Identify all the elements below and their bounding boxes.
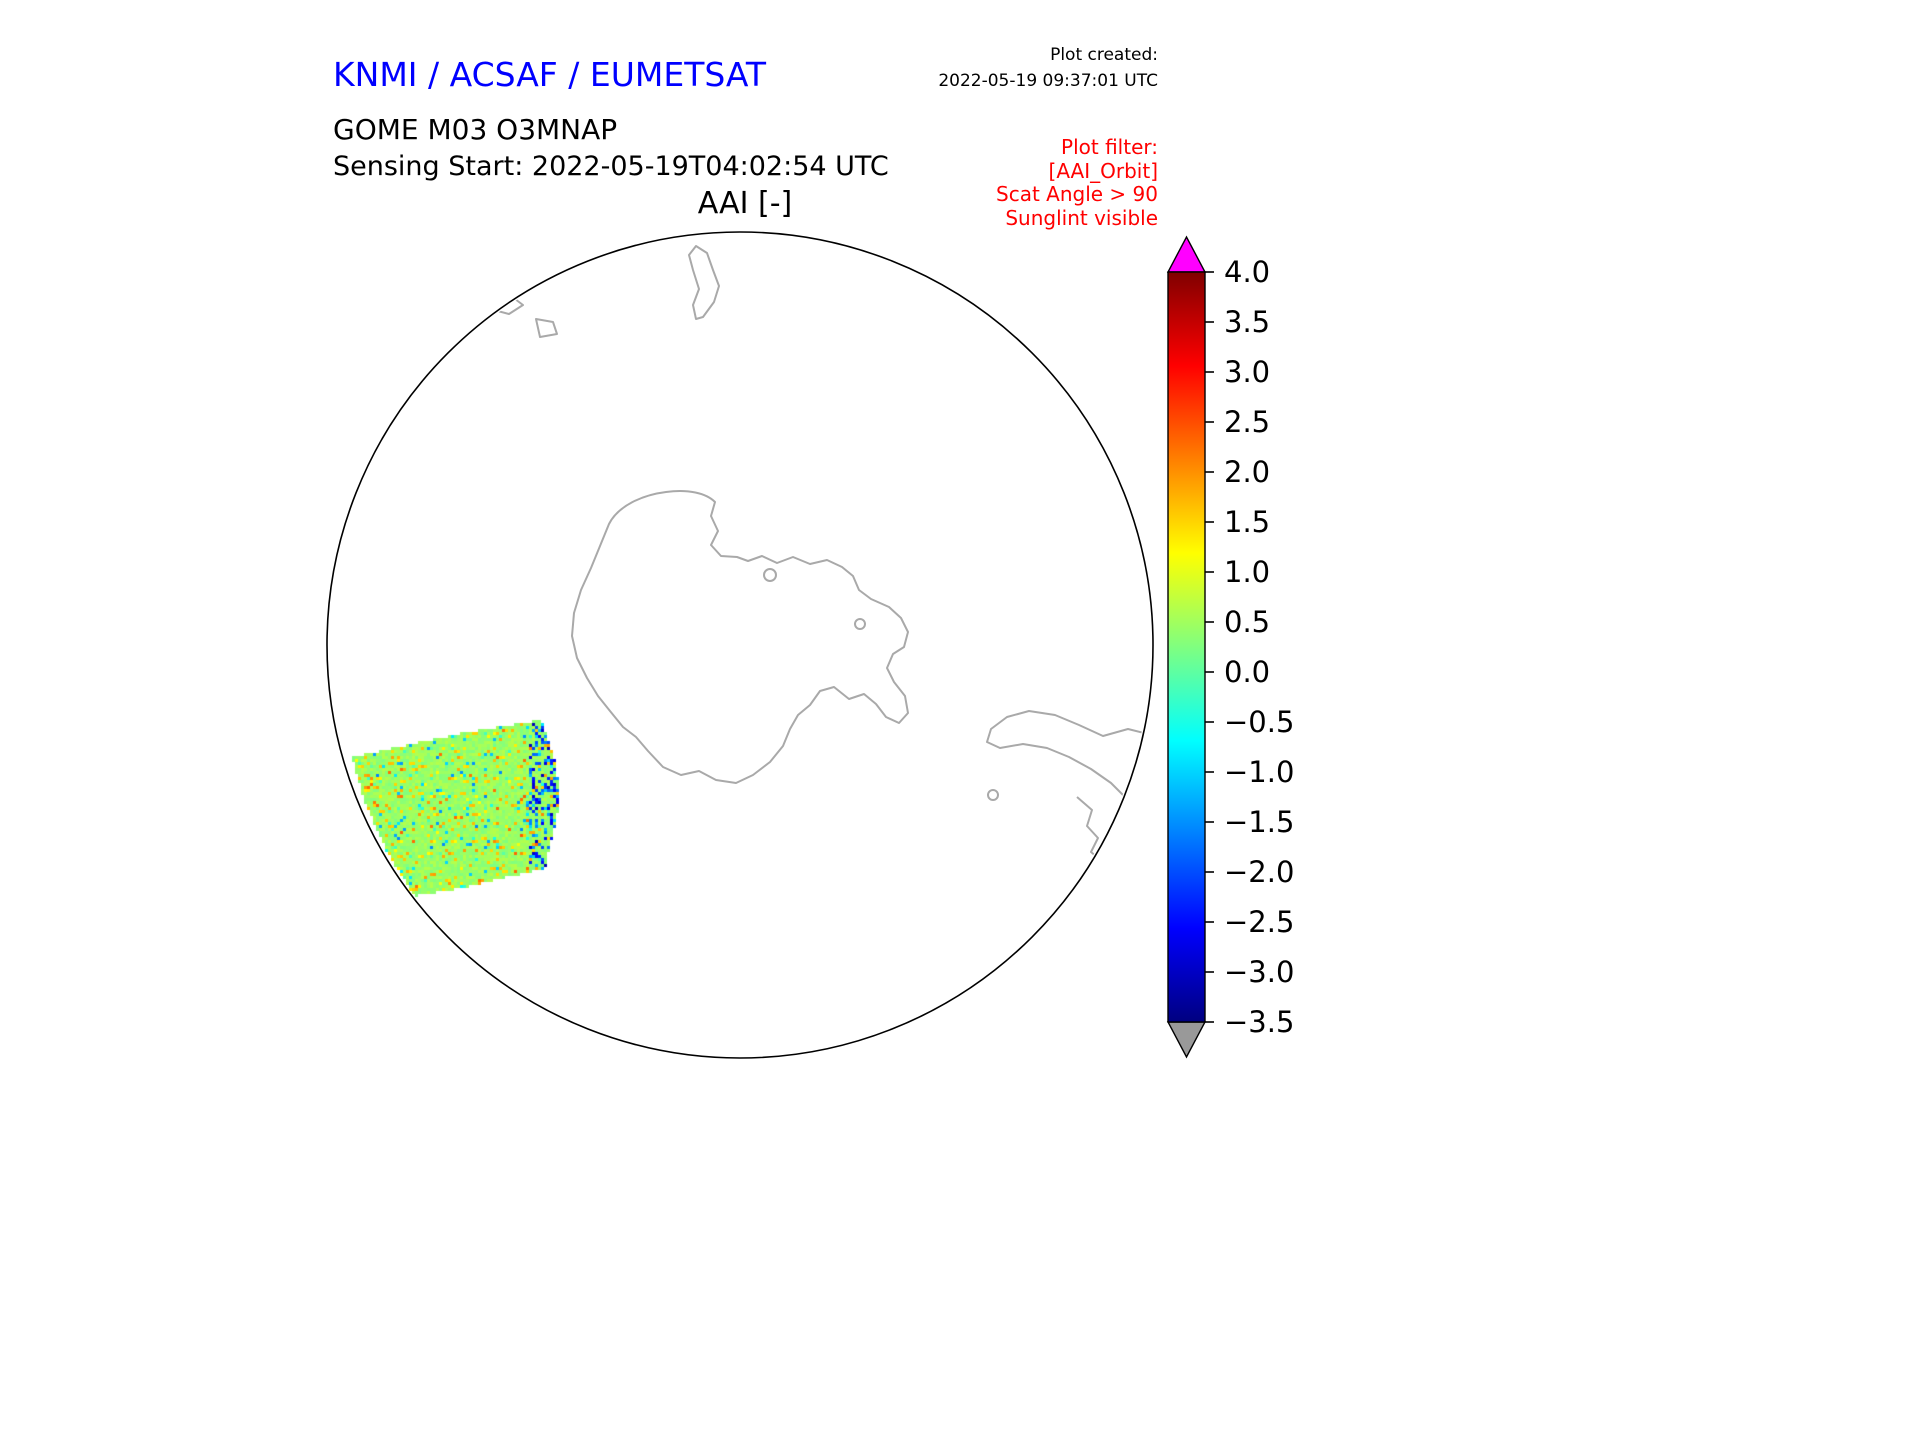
colorbar-tick-label: 2.5 (1224, 405, 1270, 439)
colorbar-tick-label: −3.5 (1224, 1005, 1294, 1039)
colorbar-tick-label: −1.5 (1224, 805, 1294, 839)
colorbar-tick-label: −0.5 (1224, 705, 1294, 739)
colorbar-tick-label: −3.0 (1224, 955, 1294, 989)
colorbar-tick-label: 1.5 (1224, 505, 1270, 539)
colorbar-tick-label: −2.5 (1224, 905, 1294, 939)
colorbar-tick-label: 1.0 (1224, 555, 1270, 589)
colorbar-tick-label: 2.0 (1224, 455, 1270, 489)
colorbar-tick-label: 0.0 (1224, 655, 1270, 689)
colorbar-tick-label: 4.0 (1224, 255, 1270, 289)
colorbar-tick-label: 3.5 (1224, 305, 1270, 339)
colorbar-tick-label: 3.0 (1224, 355, 1270, 389)
colorbar-tick-label: 0.5 (1224, 605, 1270, 639)
colorbar-tick-label: −2.0 (1224, 855, 1294, 889)
colorbar-under-arrow (1166, 1021, 1207, 1059)
colorbar-ticks: 4.0 3.5 3.0 2.5 2.0 1.5 1.0 0.5 0.0 −0.5 −1.0 −1.5 −… (1205, 255, 1294, 1039)
colorbar-tick-label: −1.0 (1224, 755, 1294, 789)
colorbar-gradient (1167, 271, 1206, 1023)
colorbar-over-arrow (1166, 235, 1207, 273)
